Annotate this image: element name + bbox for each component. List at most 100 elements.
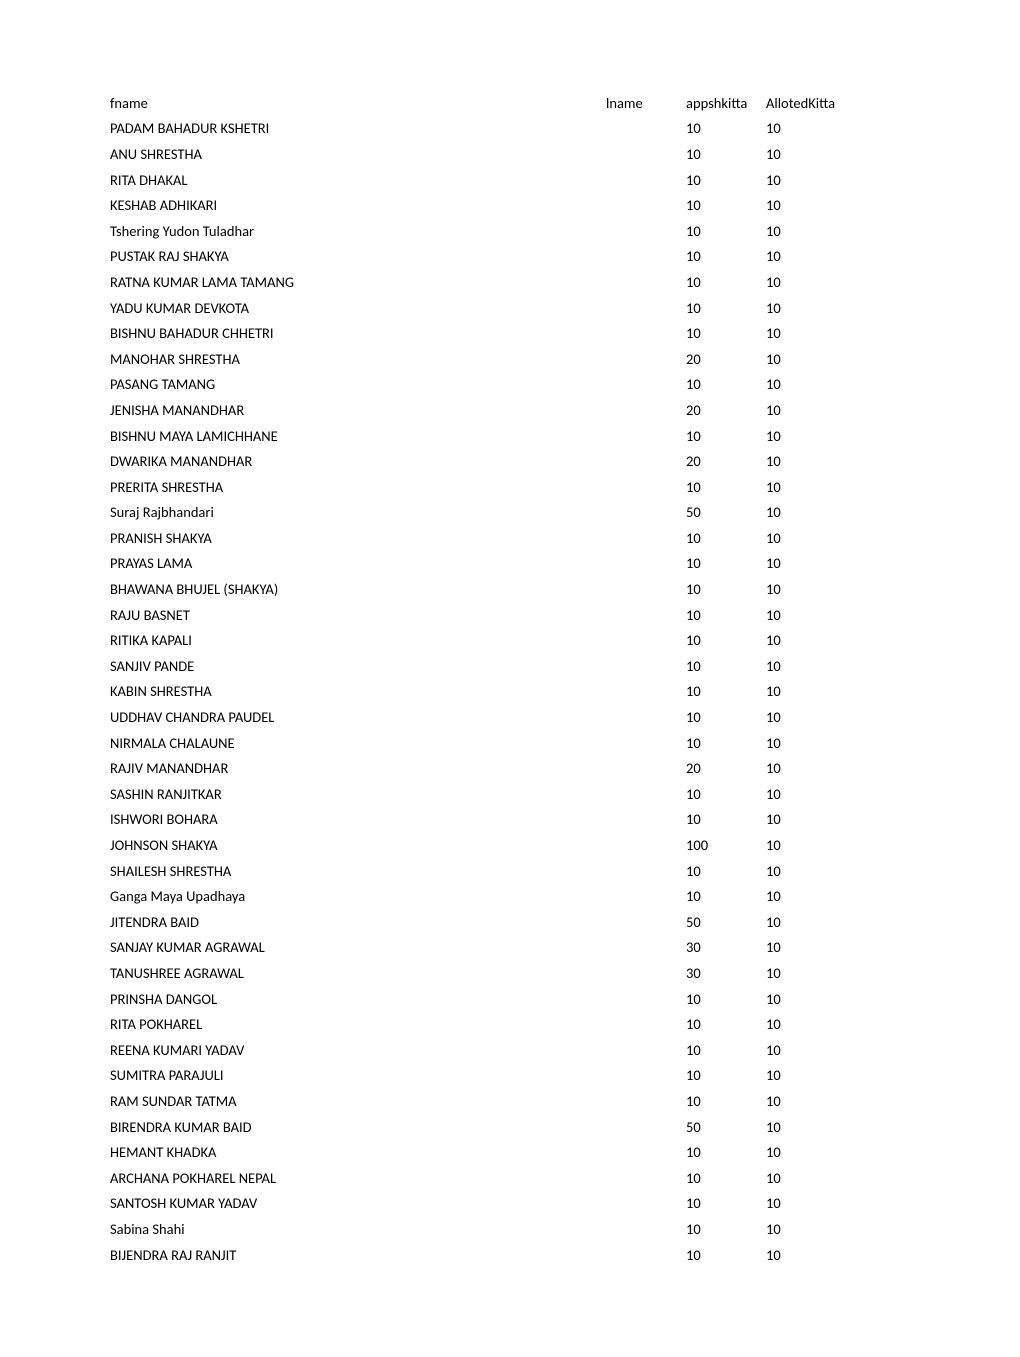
cell-fname: JENISHA MANANDHAR — [110, 397, 606, 423]
cell-lname — [606, 730, 686, 756]
cell-appshkitta: 10 — [686, 781, 766, 807]
cell-appshkitta: 10 — [686, 192, 766, 218]
cell-lname — [606, 551, 686, 577]
cell-allotedkitta: 10 — [766, 448, 910, 474]
cell-appshkitta: 10 — [686, 551, 766, 577]
cell-allotedkitta: 10 — [766, 474, 910, 500]
table-row: HEMANT KHADKA1010 — [110, 1139, 910, 1165]
cell-appshkitta: 10 — [686, 883, 766, 909]
cell-lname — [606, 1063, 686, 1089]
cell-fname: JITENDRA BAID — [110, 909, 606, 935]
cell-appshkitta: 10 — [686, 218, 766, 244]
cell-allotedkitta: 10 — [766, 576, 910, 602]
cell-lname — [606, 781, 686, 807]
table-row: Suraj Rajbhandari 5010 — [110, 500, 910, 526]
table-row: SANJAY KUMAR AGRAWAL3010 — [110, 935, 910, 961]
cell-appshkitta: 10 — [686, 576, 766, 602]
cell-lname — [606, 986, 686, 1012]
table-row: BIRENDRA KUMAR BAID5010 — [110, 1114, 910, 1140]
table-row: SANTOSH KUMAR YADAV1010 — [110, 1191, 910, 1217]
table-row: Tshering Yudon Tuladhar1010 — [110, 218, 910, 244]
cell-allotedkitta: 10 — [766, 807, 910, 833]
table-row: JOHNSON SHAKYA10010 — [110, 832, 910, 858]
cell-allotedkitta: 10 — [766, 704, 910, 730]
header-fname: fname — [110, 90, 606, 116]
table-row: SUMITRA PARAJULI1010 — [110, 1063, 910, 1089]
cell-appshkitta: 20 — [686, 755, 766, 781]
cell-fname: Ganga Maya Upadhaya — [110, 883, 606, 909]
cell-allotedkitta: 10 — [766, 1165, 910, 1191]
table-row: PRINSHA DANGOL1010 — [110, 986, 910, 1012]
table-row: BIJENDRA RAJ RANJIT1010 — [110, 1242, 910, 1268]
cell-fname: REENA KUMARI YADAV — [110, 1037, 606, 1063]
cell-fname: ISHWORI BOHARA — [110, 807, 606, 833]
cell-lname — [606, 1037, 686, 1063]
cell-allotedkitta: 10 — [766, 500, 910, 526]
cell-lname — [606, 1242, 686, 1268]
table-row: SHAILESH SHRESTHA1010 — [110, 858, 910, 884]
table-row: REENA KUMARI YADAV1010 — [110, 1037, 910, 1063]
cell-appshkitta: 50 — [686, 1114, 766, 1140]
cell-lname — [606, 116, 686, 142]
cell-fname: MANOHAR SHRESTHA — [110, 346, 606, 372]
cell-fname: PADAM BAHADUR KSHETRI — [110, 116, 606, 142]
cell-fname: UDDHAV CHANDRA PAUDEL — [110, 704, 606, 730]
cell-allotedkitta: 10 — [766, 551, 910, 577]
cell-appshkitta: 50 — [686, 500, 766, 526]
cell-appshkitta: 20 — [686, 448, 766, 474]
cell-appshkitta: 10 — [686, 372, 766, 398]
table-row: BHAWANA BHUJEL (SHAKYA)1010 — [110, 576, 910, 602]
cell-lname — [606, 346, 686, 372]
cell-lname — [606, 704, 686, 730]
cell-appshkitta: 20 — [686, 397, 766, 423]
cell-lname — [606, 525, 686, 551]
cell-appshkitta: 10 — [686, 679, 766, 705]
cell-allotedkitta: 10 — [766, 1088, 910, 1114]
table-row: YADU KUMAR DEVKOTA1010 — [110, 295, 910, 321]
cell-appshkitta: 10 — [686, 1165, 766, 1191]
header-allotedkitta: AllotedKitta — [766, 90, 910, 116]
table-row: RITA DHAKAL1010 — [110, 167, 910, 193]
cell-allotedkitta: 10 — [766, 781, 910, 807]
cell-allotedkitta: 10 — [766, 679, 910, 705]
cell-allotedkitta: 10 — [766, 116, 910, 142]
cell-fname: PRANISH SHAKYA — [110, 525, 606, 551]
cell-lname — [606, 807, 686, 833]
cell-appshkitta: 10 — [686, 116, 766, 142]
cell-lname — [606, 653, 686, 679]
cell-allotedkitta: 10 — [766, 1114, 910, 1140]
cell-fname: Suraj Rajbhandari — [110, 500, 606, 526]
cell-lname — [606, 448, 686, 474]
cell-appshkitta: 10 — [686, 423, 766, 449]
cell-fname: SASHIN RANJITKAR — [110, 781, 606, 807]
cell-lname — [606, 167, 686, 193]
cell-lname — [606, 1191, 686, 1217]
cell-lname — [606, 935, 686, 961]
cell-fname: KABIN SHRESTHA — [110, 679, 606, 705]
cell-allotedkitta: 10 — [766, 627, 910, 653]
cell-appshkitta: 10 — [686, 730, 766, 756]
cell-appshkitta: 10 — [686, 141, 766, 167]
cell-allotedkitta: 10 — [766, 1191, 910, 1217]
cell-fname: SANJIV PANDE — [110, 653, 606, 679]
cell-appshkitta: 10 — [686, 244, 766, 270]
table-row: TANUSHREE AGRAWAL3010 — [110, 960, 910, 986]
cell-lname — [606, 883, 686, 909]
table-row: DWARIKA MANANDHAR 2010 — [110, 448, 910, 474]
table-row: SASHIN RANJITKAR 1010 — [110, 781, 910, 807]
cell-fname: NIRMALA CHALAUNE — [110, 730, 606, 756]
table-row: PASANG TAMANG1010 — [110, 372, 910, 398]
table-row: RITIKA KAPALI1010 — [110, 627, 910, 653]
cell-appshkitta: 10 — [686, 295, 766, 321]
cell-fname: DWARIKA MANANDHAR — [110, 448, 606, 474]
cell-allotedkitta: 10 — [766, 1011, 910, 1037]
cell-fname: Sabina Shahi — [110, 1216, 606, 1242]
cell-allotedkitta: 10 — [766, 986, 910, 1012]
cell-fname: BISHNU MAYA LAMICHHANE — [110, 423, 606, 449]
cell-lname — [606, 1011, 686, 1037]
cell-appshkitta: 100 — [686, 832, 766, 858]
cell-lname — [606, 755, 686, 781]
cell-fname: SUMITRA PARAJULI — [110, 1063, 606, 1089]
table-row: Ganga Maya Upadhaya1010 — [110, 883, 910, 909]
table-row: ISHWORI BOHARA1010 — [110, 807, 910, 833]
